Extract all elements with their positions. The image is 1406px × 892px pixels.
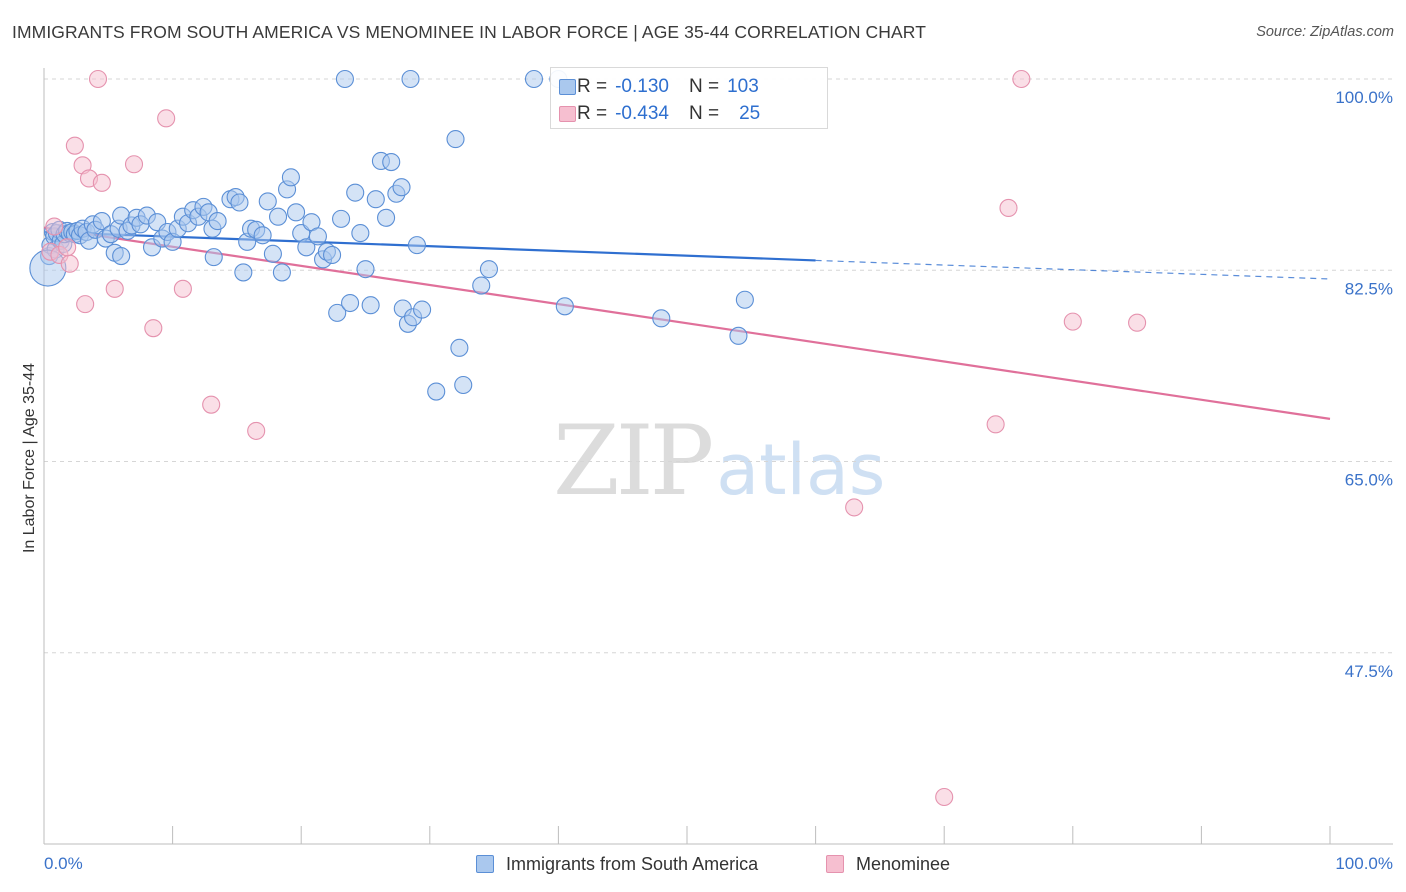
pink-trend-line	[43, 226, 1331, 420]
blue-data-point	[328, 303, 347, 322]
n-label: N =	[688, 103, 720, 124]
blue-data-point	[446, 130, 465, 149]
blue-data-point	[382, 153, 401, 172]
axes-layer	[43, 68, 1393, 845]
blue-data-point	[524, 69, 544, 89]
pink-data-point	[202, 395, 221, 414]
chart-source: Source: ZipAtlas.com	[1256, 24, 1394, 40]
legend-swatch-pink	[559, 106, 576, 122]
pink-data-point	[845, 498, 864, 517]
legend-swatch-blue	[476, 855, 494, 873]
pink-data-point	[65, 136, 84, 155]
chart-title: IMMIGRANTS FROM SOUTH AMERICA VS MENOMIN…	[12, 22, 926, 42]
pink-data-point	[92, 173, 111, 192]
pink-data-point	[986, 415, 1005, 434]
blue-data-point	[450, 338, 469, 357]
x-tick-label-min: 0.0%	[44, 854, 83, 873]
blue-data-point	[92, 212, 111, 231]
blue-data-point	[308, 227, 327, 246]
y-tick-label: 47.5%	[1345, 662, 1393, 681]
blue-data-point	[208, 212, 227, 231]
blue-data-point	[335, 69, 354, 89]
n-value: 25	[739, 103, 761, 124]
pink-data-point	[173, 279, 192, 298]
correlation-legend: R = -0.130 N = 103 R = -0.434 N = 25	[550, 67, 828, 129]
blue-data-point	[323, 245, 342, 264]
blue-data-point	[652, 309, 671, 328]
r-label: R =	[577, 103, 608, 124]
blue-data-point	[341, 293, 360, 313]
r-value: -0.434	[615, 103, 669, 124]
x-tick-label-max: 100.0%	[1335, 854, 1393, 873]
blue-data-point	[555, 297, 574, 316]
blue-data-point	[297, 238, 316, 257]
pink-data-point	[1063, 312, 1082, 331]
blue-data-point	[253, 226, 272, 245]
blue-data-point	[427, 382, 446, 401]
blue-data-point	[356, 260, 375, 279]
pink-data-point	[105, 279, 124, 298]
blue-data-point	[407, 236, 426, 255]
blue-data-point	[472, 276, 491, 295]
blue-data-point	[263, 244, 282, 263]
blue-data-point	[112, 246, 131, 266]
n-label: N =	[688, 76, 720, 97]
blue-data-point	[392, 178, 411, 197]
blue-data-point	[269, 207, 288, 226]
blue-data-point	[204, 248, 223, 267]
blue-data-point	[361, 296, 380, 315]
y-tick-label: 65.0%	[1345, 471, 1393, 490]
pink-data-point	[124, 155, 144, 174]
pink-data-point	[1012, 69, 1031, 89]
blue-data-point	[281, 168, 300, 187]
pink-data-point	[45, 217, 64, 236]
legend-row-menominee: R = -0.434 N = 25	[559, 101, 761, 127]
y-tick-label: 100.0%	[1335, 88, 1393, 107]
blue-data-point	[346, 183, 365, 202]
tick-label-layer: 100.0% 82.5% 65.0% 47.5% 0.0% 100.0%	[44, 88, 1393, 873]
blue-trend-line-extension	[815, 259, 1331, 280]
points-layer	[29, 69, 1147, 807]
blue-data-point	[377, 208, 396, 227]
blue-data-point	[287, 203, 306, 222]
blue-data-point	[258, 192, 277, 211]
legend-item-menominee: Menominee	[826, 852, 950, 876]
y-axis-title: In Labor Force | Age 35-44	[21, 362, 38, 554]
blue-data-point	[401, 69, 420, 89]
y-tick-label: 82.5%	[1345, 279, 1393, 298]
r-value: -0.130	[615, 76, 669, 97]
legend-swatch-pink	[826, 855, 844, 873]
blue-data-point	[230, 193, 249, 212]
pink-data-point	[144, 319, 163, 338]
blue-data-point	[366, 190, 385, 209]
r-label: R =	[577, 76, 608, 97]
grid-layer	[44, 78, 1393, 654]
pink-data-point	[247, 421, 266, 440]
n-value: 103	[727, 76, 759, 97]
pink-data-point	[157, 109, 176, 128]
legend-label: Menominee	[856, 853, 951, 874]
pink-data-point	[60, 254, 79, 273]
blue-data-point	[234, 263, 253, 282]
legend-row-south-america: R = -0.130 N = 103	[559, 74, 759, 100]
pink-data-point	[76, 295, 95, 314]
pink-data-point	[1128, 313, 1147, 332]
blue-data-point	[332, 209, 351, 228]
blue-data-point	[454, 375, 473, 395]
blue-data-point	[272, 263, 291, 282]
pink-data-point	[58, 238, 77, 257]
legend-item-south-america: Immigrants from South America	[476, 852, 758, 876]
blue-data-point	[479, 260, 499, 279]
blue-data-point	[351, 224, 370, 243]
pink-data-point	[935, 787, 954, 807]
blue-data-point	[735, 290, 754, 309]
pink-data-point	[88, 69, 108, 89]
blue-data-point	[413, 300, 432, 319]
legend-label: Immigrants from South America	[506, 853, 759, 874]
pink-data-point	[999, 198, 1018, 218]
legend-swatch-blue	[559, 79, 576, 95]
blue-data-point	[729, 326, 748, 345]
